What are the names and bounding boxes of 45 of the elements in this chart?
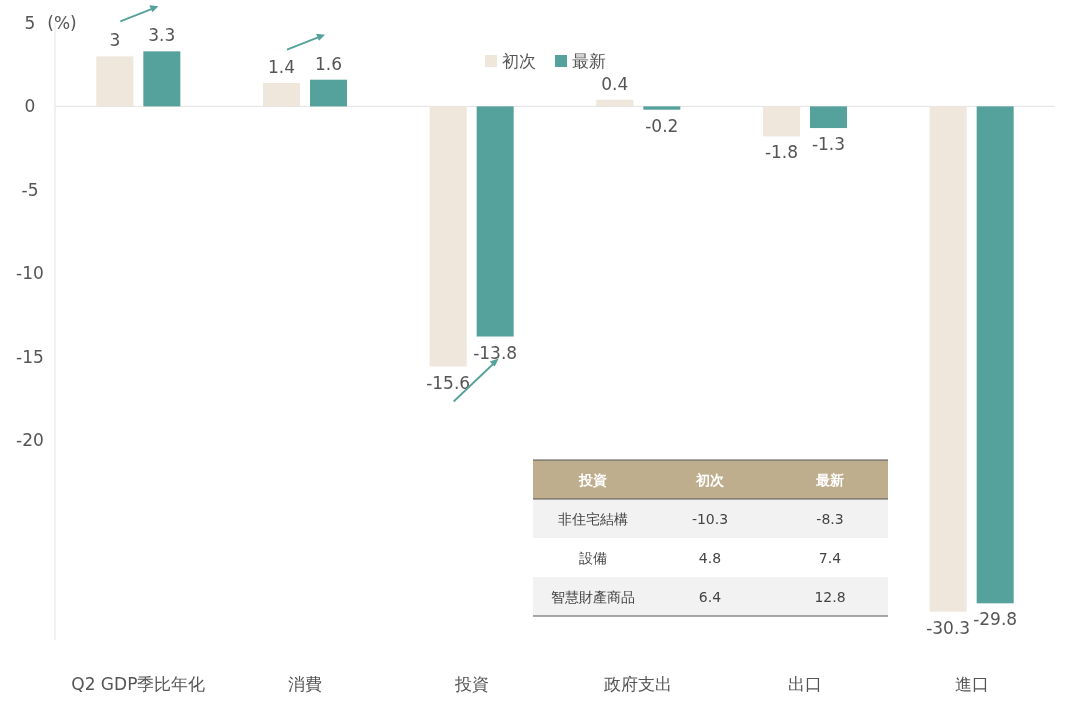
annotation: 初次	[695, 472, 725, 488]
annotation: 非住宅結構	[558, 511, 628, 527]
y-axis-title: (%)	[47, 13, 77, 33]
bar	[976, 106, 1014, 604]
annotation: 4.8	[698, 550, 722, 566]
annotation: 設備	[579, 550, 607, 566]
data-label: -30.3	[926, 617, 971, 638]
data-label: 1.6	[314, 53, 343, 74]
legend-label: 最新	[572, 51, 606, 71]
bar	[476, 106, 514, 337]
x-tick-label: 進口	[954, 674, 989, 694]
data-label: 3	[109, 30, 121, 51]
annotation: 7.4	[818, 550, 842, 566]
x-tick-label: 投資	[453, 674, 489, 694]
annotation: 智慧財產商品	[551, 589, 635, 605]
annotation: 6.4	[698, 589, 722, 605]
annotation: 12.8	[814, 589, 846, 605]
x-tick-label: 政府支出	[604, 674, 673, 694]
bar	[810, 106, 847, 129]
y-tick-label: 0	[24, 96, 36, 117]
annotation: 投資	[578, 472, 607, 488]
data-label: -13.8	[473, 342, 518, 363]
data-label: 3.3	[148, 25, 176, 46]
bar	[643, 106, 681, 110]
data-label: 1.4	[267, 57, 296, 78]
x-tick-label: 消費	[288, 674, 322, 694]
annotation: 最新	[815, 472, 844, 488]
y-tick-label: -15	[16, 346, 44, 367]
data-label: 0.4	[601, 73, 629, 94]
x-tick-label: Q2 GDP季比年化	[71, 674, 206, 694]
annotation: -10.3	[691, 511, 729, 527]
y-tick-label: -20	[16, 429, 44, 450]
y-tick-label: 5	[24, 13, 36, 33]
y-tick-label: -10	[16, 263, 44, 284]
y-tick-label: -5	[21, 179, 39, 200]
x-tick-label: 出口	[788, 674, 822, 694]
data-label: -1.3	[811, 134, 846, 155]
data-label: -15.6	[426, 372, 471, 393]
legend-label: 初次	[502, 51, 536, 71]
bar	[143, 51, 181, 107]
data-label: -29.8	[973, 609, 1018, 630]
data-label: -0.2	[645, 115, 679, 136]
data-label: -1.8	[764, 142, 799, 163]
annotation: -8.3	[816, 511, 844, 527]
bar	[310, 79, 347, 107]
